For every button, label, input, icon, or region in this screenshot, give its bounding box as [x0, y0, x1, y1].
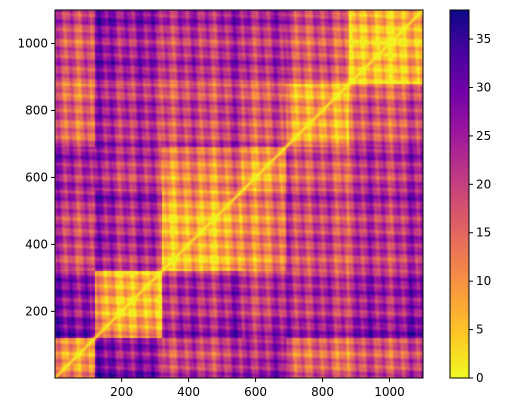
colorbar-tick-label: 25	[476, 129, 491, 143]
colorbar-axis: 0 5 10 15 20 25 30 35	[469, 32, 491, 385]
x-tick-label: 1000	[374, 385, 405, 399]
x-tick-label: 200	[110, 385, 133, 399]
y-tick-label: 600	[25, 170, 48, 184]
colorbar-tick-label: 10	[476, 274, 491, 288]
colorbar-tick-label: 35	[476, 32, 491, 46]
plot-frame	[54, 9, 424, 379]
heatmap-image	[55, 10, 423, 378]
colorbar-tick-label: 5	[476, 323, 484, 337]
y-tick-label: 1000	[17, 36, 48, 50]
colorbar-tick-label: 0	[476, 371, 484, 385]
y-tick-label: 200	[25, 304, 48, 318]
y-tick-label: 400	[25, 237, 48, 251]
y-tick-label: 800	[25, 103, 48, 117]
x-axis: 200 400 600 800 1000	[110, 378, 405, 399]
colorbar-tick-label: 20	[476, 177, 491, 191]
x-tick-label: 400	[177, 385, 200, 399]
colorbar-tick-label: 30	[476, 80, 491, 94]
colorbar	[449, 9, 470, 379]
x-tick-label: 800	[311, 385, 334, 399]
colorbar-tick-label: 15	[476, 226, 491, 240]
x-tick-label: 600	[244, 385, 267, 399]
y-axis: 200 400 600 800 1000	[17, 36, 55, 318]
